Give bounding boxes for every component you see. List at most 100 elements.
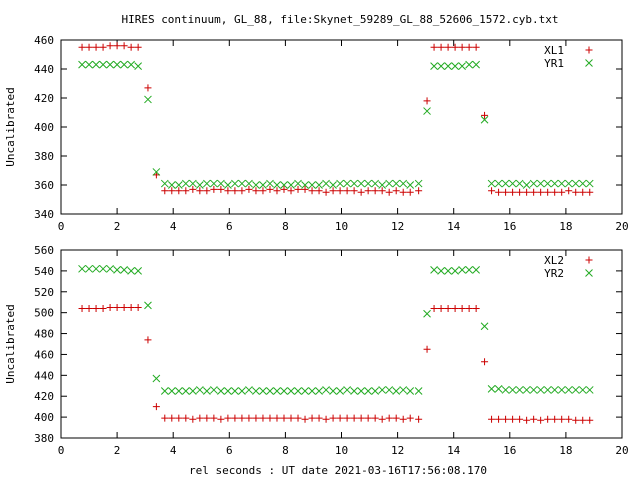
data-point — [294, 387, 302, 395]
data-point — [152, 403, 160, 411]
data-point — [522, 181, 531, 189]
data-point — [217, 415, 225, 423]
data-point — [437, 43, 445, 51]
data-point — [378, 187, 386, 195]
data-point — [392, 387, 401, 395]
data-point — [106, 303, 114, 311]
data-point — [392, 414, 400, 422]
data-point — [127, 43, 135, 51]
data-point — [175, 414, 183, 422]
data-point — [252, 414, 260, 422]
data-point — [301, 415, 309, 423]
data-point — [259, 187, 267, 195]
y-tick-label: 540 — [34, 265, 54, 278]
x-tick-label: 12 — [391, 220, 404, 233]
data-point — [322, 188, 330, 196]
data-point — [509, 415, 517, 423]
data-point — [85, 304, 93, 312]
data-point — [399, 386, 408, 394]
y-tick-label: 460 — [34, 348, 54, 361]
data-point — [195, 181, 204, 189]
data-point — [181, 387, 190, 395]
data-point — [238, 414, 246, 422]
data-point — [414, 179, 423, 188]
y-tick-label: 500 — [34, 307, 54, 320]
data-point — [516, 188, 524, 196]
data-point — [134, 43, 142, 51]
series-xl2 — [78, 303, 594, 424]
y-tick-label: 440 — [34, 369, 54, 382]
data-point — [161, 187, 169, 195]
data-point — [280, 181, 288, 189]
data-point — [134, 267, 142, 275]
data-point — [392, 187, 400, 195]
data-point — [350, 387, 358, 395]
data-point — [481, 358, 489, 366]
data-point — [259, 387, 267, 395]
data-point — [99, 60, 107, 69]
x-tick-label: 10 — [335, 220, 348, 233]
data-point — [544, 415, 552, 423]
data-point — [558, 188, 566, 196]
data-point — [280, 185, 288, 193]
data-point — [458, 43, 466, 51]
data-point — [182, 414, 190, 422]
data-point — [273, 414, 281, 422]
data-point — [252, 187, 260, 195]
data-point — [378, 386, 387, 394]
y-axis-label: Uncalibrated — [4, 87, 17, 166]
data-point — [515, 386, 524, 394]
data-point — [78, 43, 86, 51]
data-point — [444, 304, 452, 312]
legend-marker — [585, 59, 593, 67]
data-point — [174, 181, 183, 189]
data-point — [113, 303, 121, 311]
data-point — [224, 181, 232, 189]
data-point — [378, 181, 387, 189]
x-tick-label: 12 — [391, 444, 404, 457]
data-point — [557, 386, 566, 394]
legend-label: YR1 — [544, 57, 564, 70]
data-point — [487, 179, 496, 188]
data-point — [217, 185, 225, 193]
data-point — [472, 304, 480, 312]
y-tick-label: 380 — [34, 432, 54, 445]
data-point — [322, 386, 330, 394]
data-point — [501, 179, 510, 188]
x-tick-label: 0 — [58, 220, 65, 233]
data-point — [406, 188, 414, 196]
data-point — [113, 60, 121, 69]
bottom-panel: 0 2 4 6 8 10 12 14 16 18 20 380 400 420 440 460 480 500 52… — [4, 244, 629, 457]
data-point — [259, 181, 267, 189]
data-point — [266, 414, 274, 422]
data-point — [259, 414, 267, 422]
data-point — [564, 179, 573, 188]
data-point — [571, 386, 580, 394]
data-point — [329, 414, 337, 422]
data-point — [245, 414, 253, 422]
chart-title: HIRES continuum, GL_88, file:Skynet_5928… — [121, 13, 558, 26]
data-point — [196, 187, 204, 195]
data-point — [515, 179, 524, 188]
data-point — [144, 336, 152, 344]
data-point — [168, 414, 176, 422]
data-point — [134, 62, 142, 70]
data-point — [406, 414, 414, 422]
data-point — [231, 414, 239, 422]
data-point — [231, 179, 239, 188]
data-point — [273, 181, 281, 189]
data-point — [224, 414, 232, 422]
data-point — [294, 185, 302, 193]
data-point — [85, 60, 93, 69]
data-point — [502, 188, 510, 196]
data-point — [238, 387, 246, 395]
data-point — [451, 43, 459, 51]
data-point — [280, 387, 288, 395]
data-point — [99, 304, 107, 312]
data-point — [210, 414, 218, 422]
x-tick-label: 14 — [447, 444, 461, 457]
data-point — [522, 386, 531, 394]
data-point — [495, 188, 503, 196]
data-point — [245, 386, 253, 394]
data-point — [336, 187, 344, 195]
